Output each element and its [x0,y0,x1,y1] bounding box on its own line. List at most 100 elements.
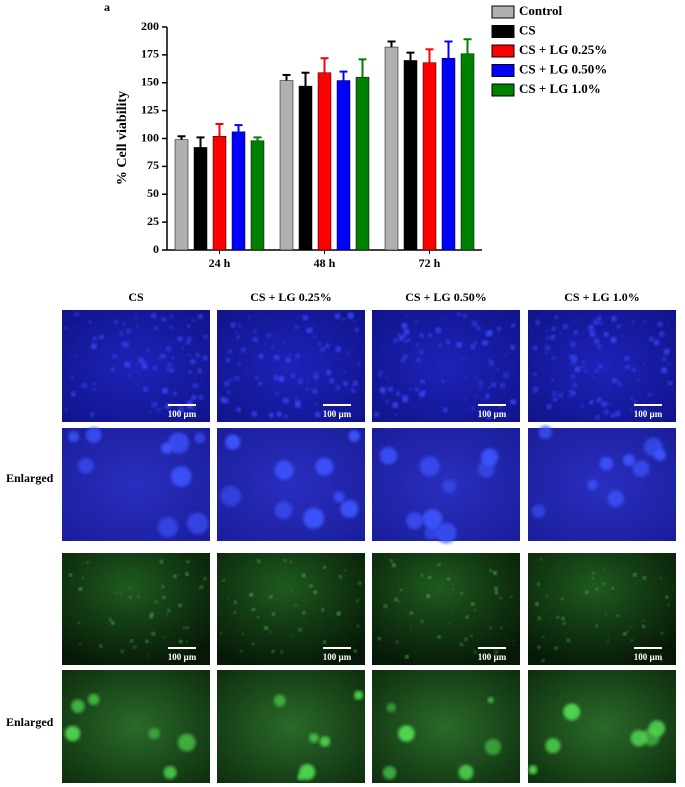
cell-spot [463,398,466,401]
cell-spot [294,400,301,407]
cell-spot [643,362,646,365]
cell-spot [665,595,669,599]
cell-spot [595,414,601,420]
cell-spot [397,600,401,603]
cell-spot [238,324,242,328]
cell-spot [589,400,594,405]
cell-spot [595,624,598,627]
cell-spot [186,640,189,643]
legend-label: CS + LG 0.50% [519,61,607,76]
cell-spot [602,582,605,585]
cell-spot [313,590,317,594]
cell-spot [456,341,463,348]
y-tick-label: 50 [147,186,159,200]
cell-spot [532,345,538,351]
micrograph [217,553,365,665]
cell-spot [629,626,632,629]
scale-label: 100 µm [478,652,507,662]
cell-spot [203,334,208,340]
cell-spot [151,631,156,636]
cell-spot [557,392,564,399]
cell-spot [269,589,271,591]
cell-spot [566,638,571,643]
cell-spot [271,649,275,653]
cell-spot [422,509,443,529]
cell-spot [313,371,320,378]
cell-spot [409,625,412,628]
x-tick-label: 72 h [419,256,441,270]
cell-spot [251,411,258,417]
cell-spot [307,381,310,384]
cell-spot [258,353,264,359]
cell-spot [199,585,204,590]
cell-spot [379,446,398,465]
cell-spot [167,362,173,368]
cell-spot [312,323,315,326]
error-bar [234,124,243,132]
y-tick-label: 100 [141,130,159,144]
cell-spot [185,339,191,345]
cell-spot [197,385,200,389]
cell-spot [177,574,180,576]
cell-spot [546,404,552,410]
cell-spot [192,383,198,388]
cell-spot [406,512,424,530]
cell-spot [129,587,132,590]
cell-spot [546,336,550,340]
cell-spot [315,457,334,476]
cell-spot [92,336,98,342]
cell-spot [233,600,237,604]
cell-spot [326,369,332,376]
cell-spot [551,390,558,397]
cell-spot [378,370,384,375]
cell-spot [303,621,306,624]
cell-spot [249,593,254,597]
cell-spot [451,608,454,610]
cell-spot [172,655,176,659]
cell-spot [404,339,408,344]
cell-spot [157,357,160,360]
cell-spot [489,569,493,572]
cell-spot [393,338,398,343]
cell-spot [542,636,545,639]
cell-spot [145,572,147,575]
cell-spot [535,602,539,606]
cell-spot [395,615,398,618]
cell-spot [499,597,503,600]
cell-spot [554,315,559,319]
cell-spot [228,597,230,599]
cell-spot [570,390,576,396]
cell-spot [629,408,633,412]
cell-spot [611,587,614,590]
cell-spot [419,350,424,355]
cell-spot [407,337,411,342]
cell-spot [398,335,405,342]
cell-spot [71,699,85,713]
cell-spot [234,375,240,381]
cell-spot [601,401,608,407]
cell-spot [306,327,313,334]
legend-swatch [491,25,515,38]
cell-spot [356,624,360,628]
cell-spot [504,353,507,357]
cell-spot [148,727,160,740]
cell-spot [494,587,498,591]
cell-spot [150,612,154,617]
cell-spot [251,608,255,612]
cell-spot [88,693,100,706]
cell-spot [607,490,625,507]
cell-spot [474,609,477,612]
cell-spot [223,380,230,387]
cell-spot [642,576,647,580]
cell-spot [120,356,123,359]
cell-spot [511,400,515,404]
cell-spot [415,343,419,347]
cell-spot [499,382,506,389]
cell-spot [591,577,595,580]
cell-spot [647,392,652,397]
cell-spot [570,374,576,379]
cell-spot [405,655,409,659]
panel-label: a [104,0,110,14]
cell-spot [537,645,541,649]
cell-spot [381,394,385,397]
